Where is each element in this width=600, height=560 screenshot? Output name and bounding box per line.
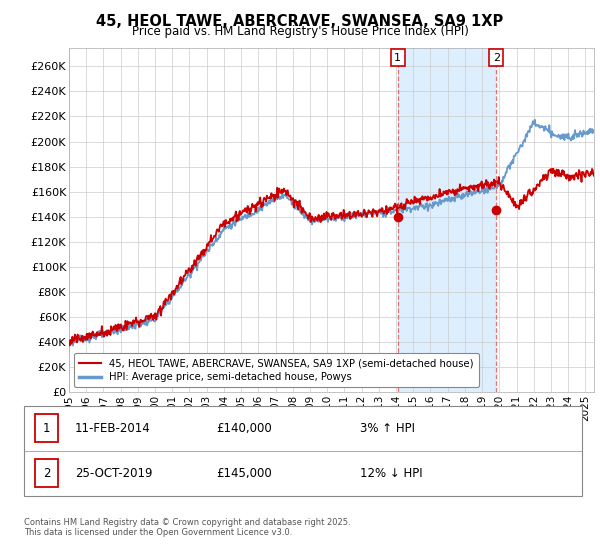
Text: 1: 1 [43, 422, 50, 435]
Text: 11-FEB-2014: 11-FEB-2014 [75, 422, 151, 435]
Text: 25-OCT-2019: 25-OCT-2019 [75, 466, 152, 480]
Text: 1: 1 [394, 53, 401, 63]
Text: 45, HEOL TAWE, ABERCRAVE, SWANSEA, SA9 1XP: 45, HEOL TAWE, ABERCRAVE, SWANSEA, SA9 1… [97, 14, 503, 29]
Text: £145,000: £145,000 [216, 466, 272, 480]
Text: 2: 2 [493, 53, 500, 63]
Text: 12% ↓ HPI: 12% ↓ HPI [360, 466, 422, 480]
Bar [398, 48, 496, 392]
Text: £140,000: £140,000 [216, 422, 272, 435]
Text: 2: 2 [43, 466, 50, 480]
Text: Price paid vs. HM Land Registry's House Price Index (HPI): Price paid vs. HM Land Registry's House … [131, 25, 469, 38]
Text: 3% ↑ HPI: 3% ↑ HPI [360, 422, 415, 435]
Text: Contains HM Land Registry data © Crown copyright and database right 2025.
This d: Contains HM Land Registry data © Crown c… [24, 518, 350, 538]
Legend: 45, HEOL TAWE, ABERCRAVE, SWANSEA, SA9 1XP (semi-detached house), HPI: Average p: 45, HEOL TAWE, ABERCRAVE, SWANSEA, SA9 1… [74, 353, 479, 387]
